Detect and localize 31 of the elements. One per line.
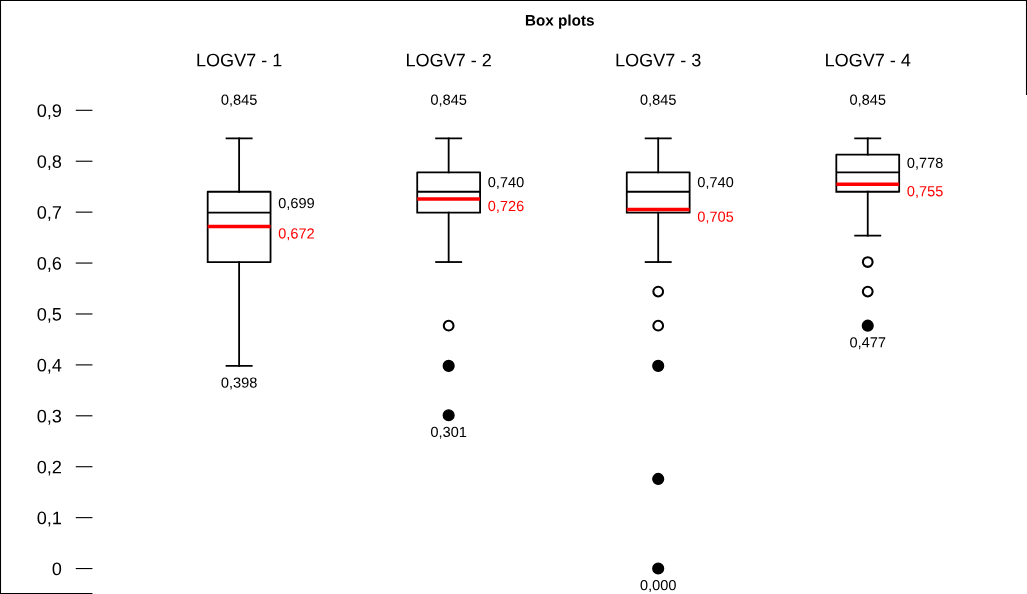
y-tick-label: 0,6 [37, 256, 62, 272]
annotation: 0,705 [697, 211, 734, 224]
annotation: 0,755 [907, 186, 943, 199]
annotation: 0,845 [221, 94, 257, 107]
x-tick-label: LOGV7 - 3 [616, 53, 701, 67]
annotation: 0,845 [850, 94, 886, 107]
annotation: 0,398 [221, 377, 257, 390]
y-tick-label: 0,1 [37, 511, 61, 527]
annotation: 0,000 [640, 580, 676, 593]
y-tick-label: 0 [52, 562, 62, 576]
x-tick-label: LOGV7 - 2 [406, 53, 491, 67]
y-tick-label: 0,9 [37, 104, 62, 120]
annotation: 0,740 [697, 177, 734, 190]
annotation: 0,740 [488, 177, 524, 190]
y-tick-label: 0,3 [37, 409, 62, 425]
annotation: 0,845 [430, 94, 467, 107]
annotation: 0,778 [907, 157, 943, 170]
annotation: 0,477 [850, 337, 886, 350]
y-tick-label: 0,7 [37, 206, 61, 221]
annotation: 0,726 [488, 200, 524, 213]
annotation: 0,699 [278, 197, 314, 210]
chart-title: Box plots [525, 14, 594, 29]
x-tick-label: LOGV7 - 4 [826, 53, 911, 67]
annotation: 0,845 [640, 94, 676, 107]
x-tick-label: LOGV7 - 1 [197, 53, 282, 67]
annotation: 0,301 [430, 426, 467, 439]
y-tick-label: 0,8 [37, 155, 62, 171]
annotation: 0,672 [278, 228, 314, 241]
y-tick-label: 0,2 [37, 460, 61, 476]
y-tick-label: 0,4 [37, 358, 62, 374]
y-tick-label: 0,5 [37, 307, 62, 323]
